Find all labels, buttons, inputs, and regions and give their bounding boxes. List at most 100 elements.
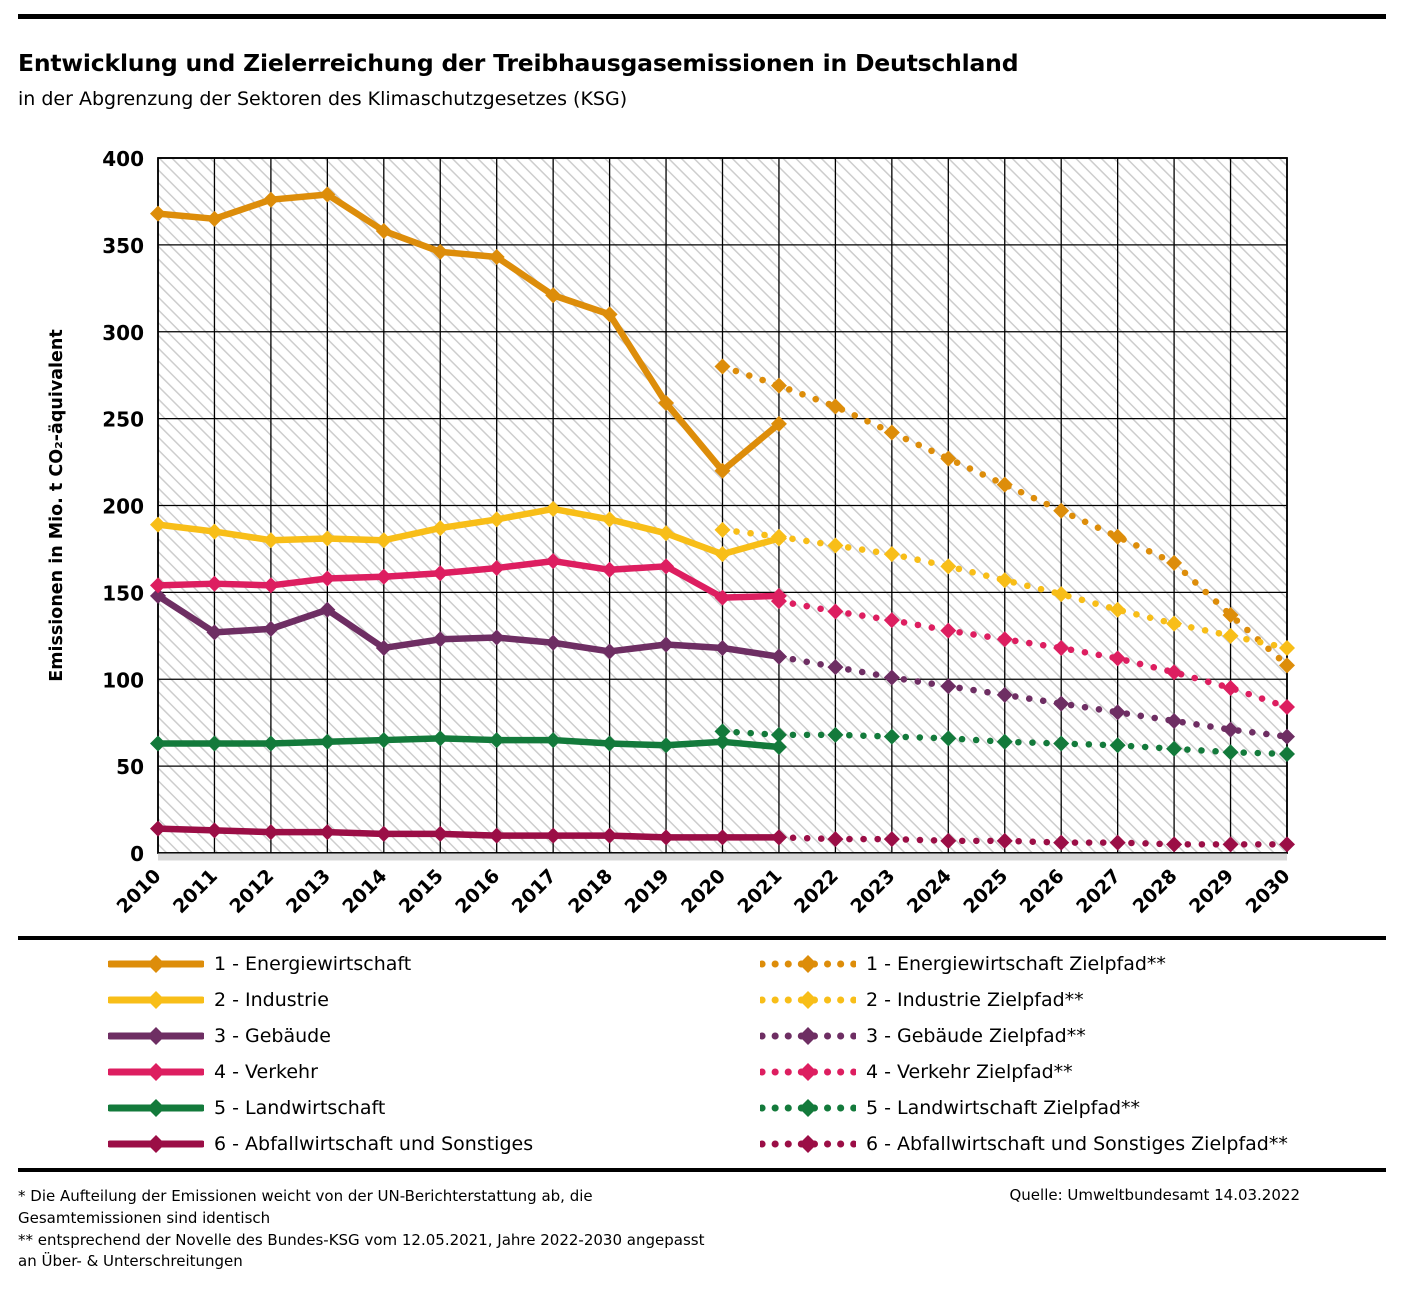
x-axis-tick-label: 2027 [1072,865,1125,918]
legend-marker-icon [760,1024,856,1048]
series-marker [150,205,166,222]
legend-item-measured-4[interactable]: 4 - Verkehr [108,1054,708,1090]
series-marker [770,648,787,665]
series-marker [770,415,787,432]
series-marker [150,820,166,837]
x-axis-tick-label: 2018 [564,865,617,918]
legend-key-swatch [108,1063,204,1081]
series-marker [940,450,957,467]
series-marker [1279,699,1295,716]
x-axis-tick-label: 2026 [1016,865,1069,918]
series-solid [150,730,787,756]
legend-item-target-5[interactable]: 5 - Landwirtschaft Zielpfad** [760,1090,1380,1126]
series-marker [714,521,731,538]
footnotes: * Die Aufteilung der Emissionen weicht v… [18,1186,718,1273]
series-marker [1279,657,1295,674]
series-marker [1222,627,1239,644]
series-marker [658,394,675,411]
series-dotted [770,593,1295,716]
series-marker [432,565,449,582]
series-marker [375,639,392,656]
series-marker [150,577,166,594]
legend-item-measured-6[interactable]: 6 - Abfallwirtschaft und Sonstiges [108,1126,708,1162]
footnote-line-1: * Die Aufteilung der Emissionen weicht v… [18,1187,593,1205]
series-dotted [714,723,1295,762]
series-marker [375,532,392,549]
series-solid [150,587,787,665]
series-marker [714,589,731,606]
series-marker [1053,834,1070,851]
footnote-line-4: an Über- & Unterschreitungen [18,1252,243,1271]
series-marker [1053,639,1070,656]
series-marker [714,723,731,740]
x-axis-tick-label: 2011 [169,865,222,918]
y-axis-ticks: 0 50 100 150 200 250 300 350 400 [102,147,144,866]
series-marker [1053,735,1070,752]
legend-key-swatch [108,1027,204,1045]
series-marker [770,726,787,743]
legend-item-measured-1[interactable]: 1 - Energiewirtschaft [108,946,708,982]
series-marker [883,612,900,629]
series-marker [996,686,1013,703]
legend-label: 5 - Landwirtschaft [214,1097,386,1119]
x-axis-tick-label: 2021 [734,865,787,918]
series-marker [1222,744,1239,761]
x-axis-tick-label: 2016 [451,865,504,918]
series-marker [1222,836,1239,853]
legend-marker-icon [108,1024,204,1048]
x-axis-tick-label: 2030 [1242,865,1295,918]
y-axis-tick-label: 50 [116,755,144,779]
legend-item-target-6[interactable]: 6 - Abfallwirtschaft und Sonstiges Zielp… [760,1126,1380,1162]
series-marker [1166,554,1183,571]
chart-legend: 1 - Energiewirtschaft 2 - Industrie 3 - Ge… [18,946,1386,1164]
y-axis-tick-label: 0 [130,842,144,866]
series-marker [601,511,618,528]
series-line [154,735,783,751]
series-marker [940,622,957,639]
series-marker [375,732,392,749]
series-marker [996,733,1013,750]
legend-item-measured-5[interactable]: 5 - Landwirtschaft [108,1090,708,1126]
y-axis-tick-label: 150 [102,581,144,605]
series-marker [658,737,675,754]
series-marker [827,537,844,554]
series-marker [319,570,336,587]
series-marker [1222,606,1239,623]
legend-label: 4 - Verkehr Zielpfad** [866,1061,1073,1083]
series-marker [1109,737,1126,754]
legend-key-swatch [760,1135,856,1153]
x-axis-tick-label: 2024 [903,865,956,918]
legend-item-target-4[interactable]: 4 - Verkehr Zielpfad** [760,1054,1380,1090]
legend-marker-icon [108,1132,204,1156]
series-marker [262,735,279,752]
series-marker [714,829,731,846]
series-marker [545,827,562,844]
series-marker [770,528,787,545]
series-line [154,825,783,841]
legend-item-target-1[interactable]: 1 - Energiewirtschaft Zielpfad** [760,946,1380,982]
legend-marker-icon [108,952,204,976]
legend-item-target-3[interactable]: 3 - Gebäude Zielpfad** [760,1018,1380,1054]
legend-key-swatch [760,955,856,973]
series-marker [940,558,957,575]
legend-item-target-2[interactable]: 2 - Industrie Zielpfad** [760,982,1380,1018]
series-line [775,597,1291,711]
legend-item-measured-3[interactable]: 3 - Gebäude [108,1018,708,1054]
legend-marker-icon [760,988,856,1012]
series-marker [432,243,449,260]
series-marker [488,827,505,844]
legend-label: 2 - Industrie [214,989,329,1011]
series-marker [827,659,844,676]
series-marker [1279,745,1295,762]
x-axis-tick-label: 2019 [621,865,674,918]
series-marker [1222,679,1239,696]
legend-key-swatch [760,1063,856,1081]
series-marker [770,377,787,394]
series-marker [1279,836,1295,853]
series-marker [770,593,787,610]
legend-item-measured-2[interactable]: 2 - Industrie [108,982,708,1018]
series-marker [488,511,505,528]
series-marker [940,730,957,747]
series-line [154,557,783,601]
footnote-line-2: Gesamtemissionen sind identisch [18,1208,271,1227]
